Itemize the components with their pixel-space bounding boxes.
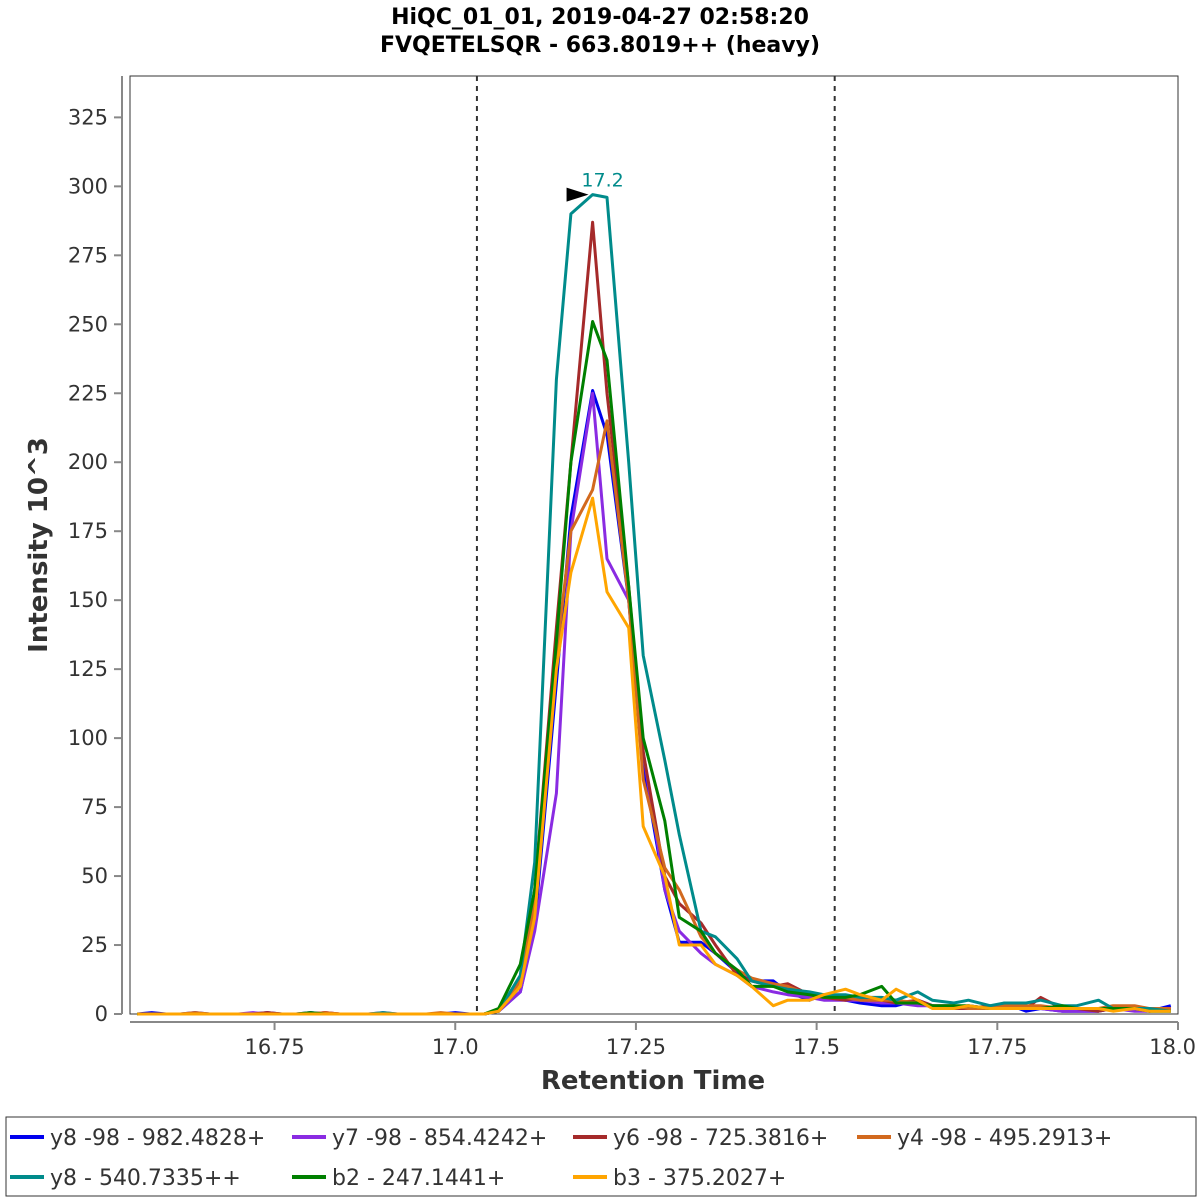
y-tick-label: 225 (68, 381, 108, 405)
y-tick-label: 175 (68, 519, 108, 543)
peak-annotation: 17.2 (566, 170, 624, 202)
y-tick-label: 75 (81, 795, 108, 819)
legend-entry: b3 - 375.2027+ (613, 1166, 786, 1191)
y-tick-label: 25 (81, 933, 108, 957)
legend-entry: y8 -98 - 982.4828+ (50, 1126, 265, 1151)
y-tick-label: 0 (95, 1002, 108, 1026)
legend-entry: y8 - 540.7335++ (50, 1166, 241, 1191)
integration-boundaries (475, 76, 836, 1014)
chart-subtitle: FVQETELSQR - 663.8019++ (heavy) (380, 33, 820, 58)
legend-entry: y7 -98 - 854.4242+ (332, 1126, 547, 1151)
y-tick-label: 300 (68, 174, 108, 198)
legend-entry: y4 -98 - 495.2913+ (897, 1126, 1112, 1151)
y-axis-ticks: 0 25 50 75 100 125 150 175 200 225 250 275 300 325 (68, 105, 122, 1026)
peak-label: 17.2 (581, 170, 623, 192)
series-lines (137, 193, 1172, 1016)
legend-entry: b2 - 247.1441+ (332, 1166, 505, 1191)
legend-box (5, 1116, 1197, 1197)
y-tick-label: 250 (68, 312, 108, 336)
legend-entry: y6 -98 - 725.3816+ (613, 1126, 828, 1151)
x-tick-label: 16.75 (244, 1035, 304, 1059)
y-tick-label: 325 (68, 105, 108, 129)
x-axis-ticks: 16.75 17.0 17.25 17.5 17.75 18.0 (244, 1022, 1196, 1059)
x-tick-label: 17.25 (606, 1035, 666, 1059)
x-axis-label: Retention Time (541, 1066, 765, 1096)
chart-title: HiQC_01_01, 2019-04-27 02:58:20 (391, 5, 809, 30)
y-tick-label: 100 (68, 726, 108, 750)
x-tick-label: 17.75 (967, 1035, 1027, 1059)
plot-area (129, 75, 1179, 1015)
x-tick-label: 18.0 (1149, 1035, 1196, 1059)
y-tick-label: 200 (68, 450, 108, 474)
y-tick-label: 50 (81, 864, 108, 888)
y-tick-label: 150 (68, 588, 108, 612)
x-tick-label: 17.5 (793, 1035, 840, 1059)
y-tick-label: 275 (68, 243, 108, 267)
y-tick-label: 125 (68, 657, 108, 681)
y-axis-label: Intensity 10^3 (24, 437, 54, 653)
x-tick-label: 17.0 (432, 1035, 479, 1059)
legend: y8 -98 - 982.4828+ y7 -98 - 854.4242+ y6 -… (10, 1126, 1112, 1191)
series-line-7 (137, 496, 1171, 1016)
peak-marker (566, 187, 589, 202)
